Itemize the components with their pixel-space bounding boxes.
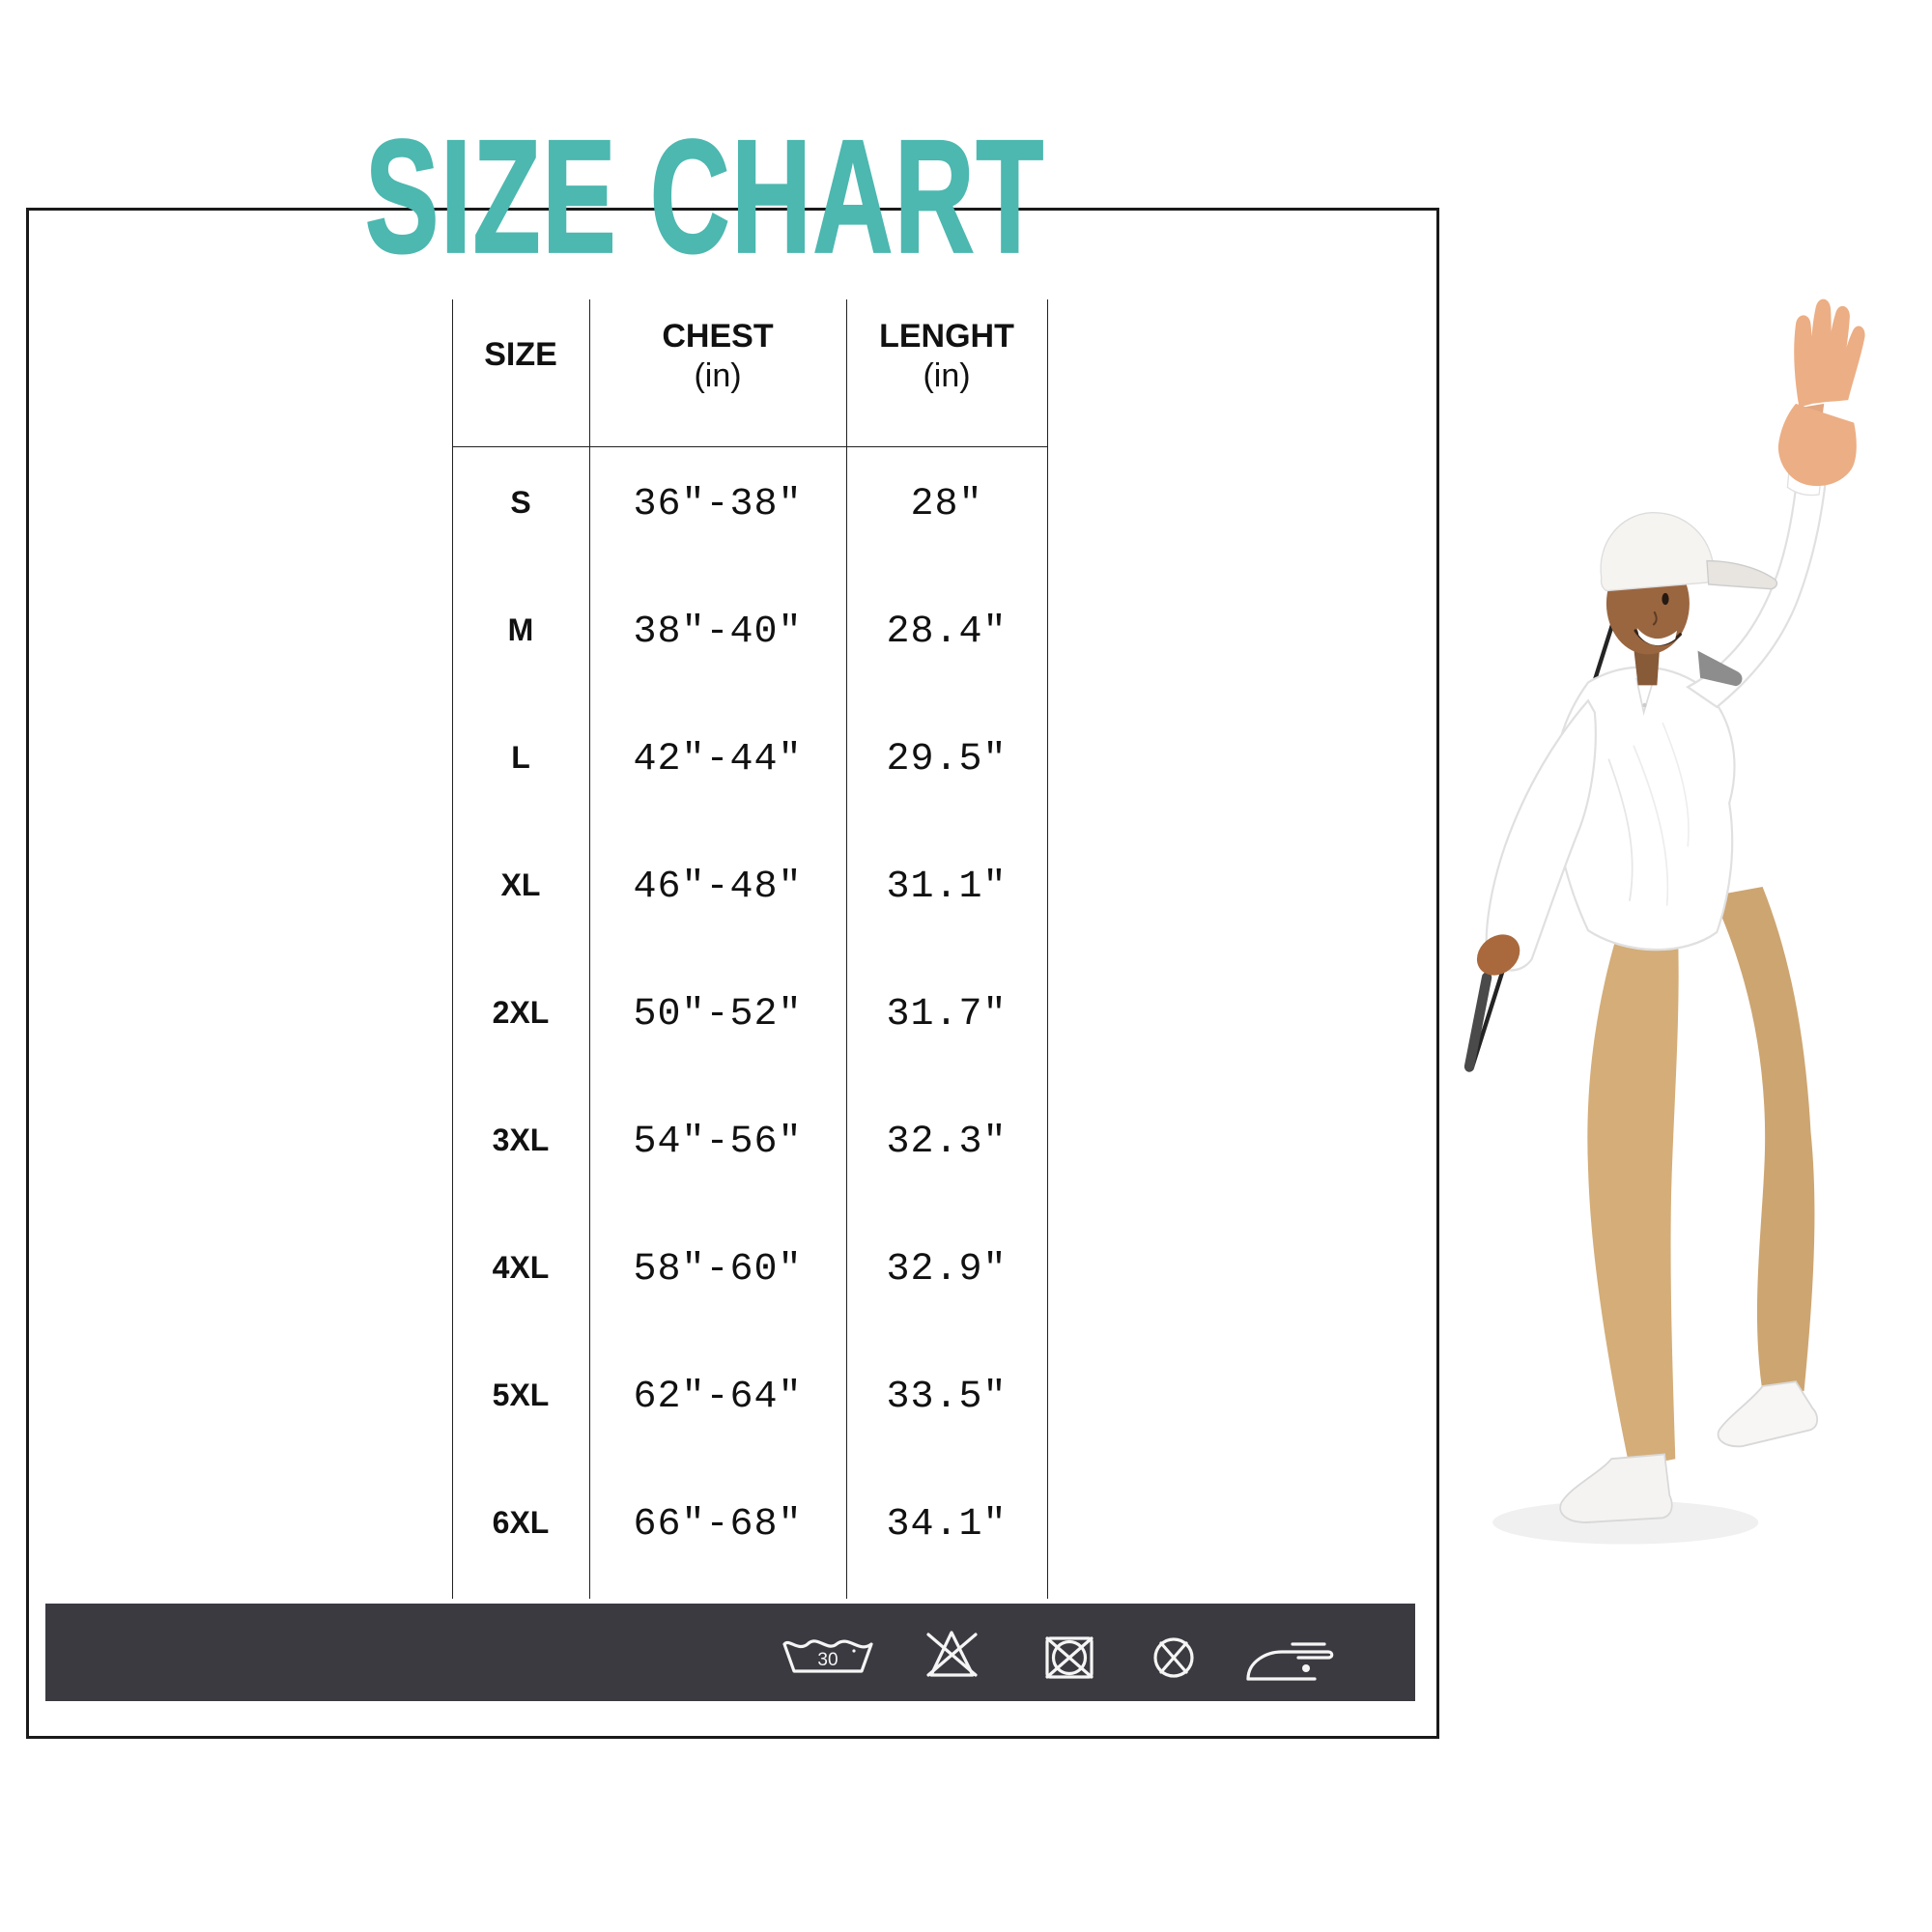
svg-text:30: 30 xyxy=(817,1650,838,1670)
